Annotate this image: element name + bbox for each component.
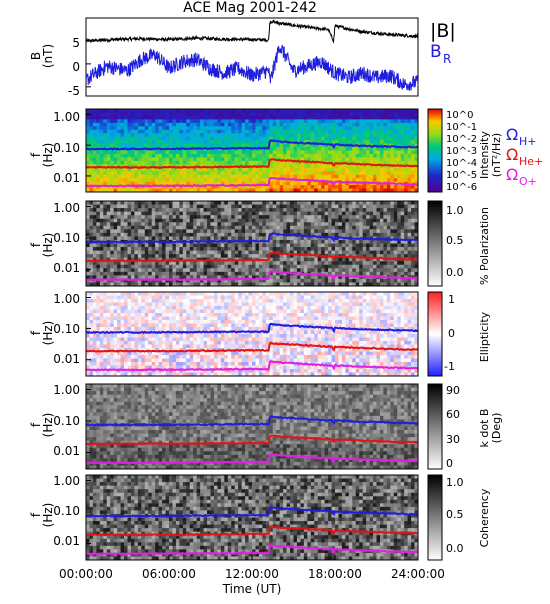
legend-omega-h-sub: H+	[519, 135, 537, 148]
kdotb-colorbar-labels: 90 60 30 0 k dot B (Deg)	[446, 384, 503, 470]
polarization-cbar-tick-0p5: 0.5	[446, 234, 464, 247]
intensity-colorbar	[428, 109, 442, 192]
panel5-labels: f (Hz) 1.00 0.10 0.01	[29, 383, 80, 458]
panel3-labels: f (Hz) 1.00 0.10 0.01	[29, 201, 80, 275]
field-ytick-5: 5	[72, 36, 80, 50]
coherency-ytick-0p01: 0.01	[53, 534, 80, 548]
polarization-cbar-tick-0: 0.0	[446, 266, 464, 279]
panel6-labels: f (Hz) 1.00 0.10 0.01	[29, 474, 80, 548]
x-tick-06: 06:00:00	[142, 567, 196, 581]
kdotb-cbar-tick-0: 0	[446, 457, 453, 470]
coherency-ytick-0p1: 0.10	[53, 504, 80, 518]
x-tick-00: 00:00:00	[59, 567, 113, 581]
x-tick-12: 12:00:00	[225, 567, 279, 581]
ellipticity-cbar-tick-neg1: -1	[444, 360, 455, 373]
kdotb-ytick-0p1: 0.10	[53, 414, 80, 428]
intensity-cbar-tick-3: 10^-3	[446, 146, 477, 157]
legend-omega-o-sub: O+	[519, 175, 537, 188]
field-plot-frame	[86, 18, 418, 96]
gyro-legend: Ω H+ Ω He+ Ω O+	[506, 125, 543, 188]
polarization-cbar-label: % Polarization	[478, 207, 491, 285]
ellipticity-ytick-0p1: 0.10	[53, 322, 80, 336]
polarization-ytick-0p01: 0.01	[53, 261, 80, 275]
figure-title: ACE Mag 2001-242	[183, 0, 317, 16]
legend-omega-o: Ω	[506, 165, 518, 184]
polarization-ytick-1: 1.00	[53, 201, 80, 215]
legend-br-sub: R	[443, 52, 451, 66]
panel2-labels: f (Hz) 1.00 0.10 0.01	[29, 110, 80, 185]
x-tick-18: 18:00:00	[308, 567, 362, 581]
panel4-labels: f (Hz) 1.00 0.10 0.01	[29, 292, 80, 366]
ellipticity-cbar-tick-1: 1	[448, 293, 455, 306]
legend-omega-he: Ω	[506, 145, 518, 164]
x-tick-24: 24:00:00	[391, 567, 445, 581]
polarization-ytick-0p1: 0.10	[53, 231, 80, 245]
coherency-cbar-label: Coherency	[478, 488, 491, 547]
coherency-cbar-tick-1: 1.0	[446, 476, 464, 489]
intensity-cbar-label-2: (nT²/Hz)	[490, 133, 503, 177]
field-ylabel-bottom: (nT)	[41, 44, 55, 68]
kdotb-cbar-tick-60: 60	[446, 408, 460, 421]
ellipticity-ytick-0p01: 0.01	[53, 352, 80, 366]
kdotb-cbar-label-2: (Deg)	[490, 413, 503, 444]
coherency-spectrogram	[86, 475, 418, 560]
kdotb-cbar-tick-30: 30	[446, 433, 460, 446]
kdotb-spectrogram	[86, 384, 418, 469]
ellipticity-cbar-tick-0: 0	[448, 327, 455, 340]
intensity-cbar-tick-6: 10^-6	[446, 182, 477, 193]
polarization-spectrogram	[86, 201, 418, 286]
intensity-colorbar-labels: 10^0 10^-1 10^-2 10^-3 10^-4 10^-5 10^-6…	[446, 110, 503, 193]
x-axis-labels: 00:00:00 06:00:00 12:00:00 18:00:00 24:0…	[59, 567, 445, 596]
intensity-ytick-0p01: 0.01	[53, 171, 80, 185]
spectrogram-cells	[86, 475, 418, 560]
field-ytick-0: 0	[72, 60, 80, 74]
coherency-cbar-tick-0p5: 0.5	[446, 508, 464, 521]
spectrogram-cells	[86, 384, 418, 469]
legend-br-main: B	[430, 42, 442, 62]
intensity-cbar-tick-4: 10^-4	[446, 158, 477, 169]
ellipticity-colorbar-labels: 1 0 -1 Ellipticity	[444, 293, 491, 373]
coherency-colorbar-labels: 1.0 0.5 0.0 Coherency	[446, 476, 491, 555]
coherency-cbar-tick-0: 0.0	[446, 542, 464, 555]
ellipticity-spectrogram	[86, 292, 418, 376]
intensity-cbar-tick-1: 10^-1	[446, 122, 477, 133]
coherency-ytick-1: 1.00	[53, 474, 80, 488]
coherency-colorbar	[428, 475, 442, 560]
intensity-ytick-1: 1.00	[53, 110, 80, 124]
legend-b-total: |B|	[430, 20, 456, 42]
kdotb-colorbar	[428, 384, 442, 469]
kdotb-ytick-0p01: 0.01	[53, 444, 80, 458]
intensity-cbar-tick-0: 10^0	[446, 110, 473, 121]
intensity-cbar-tick-2: 10^-2	[446, 134, 477, 145]
x-axis-label: Time (UT)	[222, 582, 282, 596]
spectrogram-cells	[86, 109, 418, 192]
field-panel: B (nT) 5 0 -5 |B| B R	[29, 18, 456, 98]
intensity-cbar-tick-5: 10^-5	[446, 170, 477, 181]
legend-omega-h: Ω	[506, 125, 518, 144]
ellipticity-cbar-label: Ellipticity	[478, 311, 491, 362]
polarization-colorbar-labels: 1.0 0.5 0.0 % Polarization	[446, 204, 491, 285]
spectrogram-cells	[86, 201, 418, 286]
field-ytick-neg5: -5	[68, 84, 80, 98]
polarization-colorbar	[428, 201, 442, 286]
polarization-cbar-tick-1: 1.0	[446, 204, 464, 217]
intensity-ytick-0p1: 0.10	[53, 141, 80, 155]
ellipticity-colorbar	[428, 292, 442, 376]
kdotb-cbar-tick-90: 90	[446, 384, 460, 397]
kdotb-ytick-1: 1.00	[53, 383, 80, 397]
ellipticity-ytick-1: 1.00	[53, 292, 80, 306]
spectrogram-cells	[86, 292, 418, 376]
legend-omega-he-sub: He+	[519, 155, 543, 168]
intensity-spectrogram	[86, 109, 418, 192]
